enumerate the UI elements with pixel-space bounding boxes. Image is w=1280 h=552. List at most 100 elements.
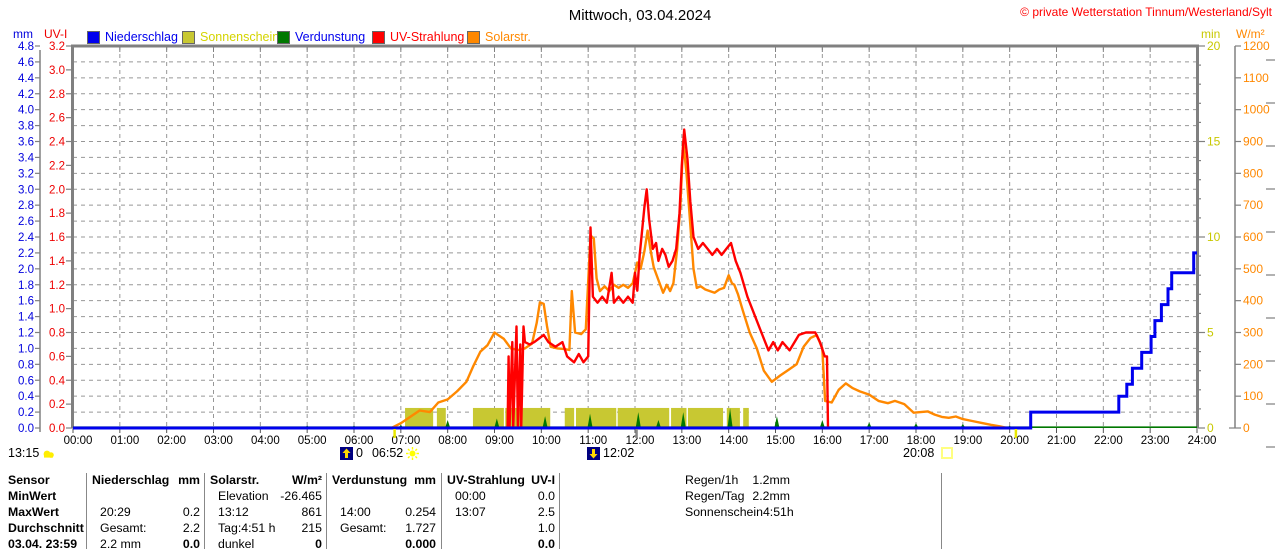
- culmination-time-label: 12:02: [603, 446, 635, 460]
- cell-label: 13:12: [218, 505, 249, 519]
- cell-label: Gesamt:: [100, 521, 147, 535]
- table-row: 13:07 2.5: [447, 504, 555, 520]
- cell-label: dunkel: [218, 537, 255, 551]
- sunrise-time-label: 06:52: [371, 446, 404, 460]
- axis-title-mm: mm: [13, 27, 33, 41]
- legend-label: Sonnenschein: [200, 30, 280, 44]
- legend-label: Verdunstung: [295, 30, 366, 44]
- cell-label: 14:00: [340, 505, 371, 519]
- cell-value: 2.2: [182, 521, 200, 535]
- axis-tick-label: 1.4: [49, 256, 66, 268]
- axis-tick-label: 24:00: [1188, 435, 1217, 447]
- legend-item-sonnenschein: Sonnenschein: [182, 30, 279, 44]
- column-title: UV-Strahlung: [447, 473, 525, 487]
- axis-tick-label: 5: [1207, 326, 1214, 340]
- cell-value: 0.0: [182, 537, 200, 551]
- axis-tick-label: 2.0: [18, 264, 34, 276]
- sonnenschein-swatch-icon: [182, 30, 195, 44]
- axis-title-uvi: UV-I: [44, 27, 68, 41]
- column-header: Solarstr. W/m²: [210, 472, 322, 488]
- series-sonnenschein: [405, 407, 749, 428]
- cell-label: 20:29: [100, 505, 131, 519]
- axis-tick-label: 19:00: [953, 435, 982, 447]
- solarstr-swatch-icon: [467, 30, 480, 44]
- moonrise-icon: [340, 446, 353, 460]
- legend-label: Niederschlag: [105, 30, 178, 44]
- plot-border: [71, 44, 1199, 428]
- axis-tick-label: 1200: [1243, 39, 1270, 53]
- axis-tick-label: 0.2: [18, 407, 34, 419]
- extra-row: Regen/Tag 2.2mm: [685, 488, 790, 504]
- axis-tick-label: 100: [1243, 389, 1263, 403]
- legend-item-solarstr: Solarstr.: [467, 30, 531, 44]
- axis-tick-label: 18:00: [907, 435, 936, 447]
- axis-tick-label: 4.0: [18, 105, 34, 117]
- column-title: Verdunstung: [332, 473, 408, 487]
- axis-tick-label: 17:00: [860, 435, 889, 447]
- current-time-marker: 13:15: [8, 446, 55, 460]
- cell-label: [447, 520, 455, 536]
- sensor-column-uvstrahlung: UV-Strahlung UV-I 00:00 0.0 13:07 2.5 1.0 0.0: [447, 472, 555, 552]
- legend-item-uv-strahlung: UV-Strahlung: [372, 30, 464, 44]
- extra-value: 2.2mm: [752, 489, 790, 503]
- table-row: 0.000: [332, 536, 436, 552]
- cell-value: 0.2: [182, 505, 200, 519]
- axis-tick-label: 2.6: [18, 216, 34, 228]
- axis-tick-label: 500: [1243, 262, 1263, 276]
- table-row: Gesamt: 1.727: [332, 520, 436, 536]
- sensor-label-column: Sensor MinWert MaxWert Durchschnitt 03.04. 2…: [8, 472, 84, 552]
- series-niederschlag: [73, 251, 1197, 430]
- axis-tick-label: 2.2: [18, 248, 34, 260]
- cell-value: 1.0: [537, 521, 555, 535]
- table-row: Tag:4:51 h 215: [210, 520, 322, 536]
- sunset-time-label: 20:08: [903, 446, 935, 460]
- axis-tick-label: 20: [1207, 39, 1221, 53]
- table-row: Elevation -26.465: [210, 488, 322, 504]
- extra-label: Regen/Tag: [685, 489, 745, 503]
- column-unit: UV-I: [531, 473, 555, 487]
- axis-tick-label: 600: [1243, 230, 1263, 244]
- axis-tick-label: 3.4: [18, 152, 35, 164]
- axis-tick-label: 1.4: [18, 312, 35, 324]
- axis-tick-label: 2.8: [49, 89, 65, 101]
- table-row: 00:00 0.0: [447, 488, 555, 504]
- axis-tick-label: 13:00: [672, 435, 701, 447]
- axis-tick-label: 700: [1243, 198, 1263, 212]
- culmination-marker: 12:02: [587, 446, 634, 460]
- axis-tick-label: 1.8: [18, 280, 34, 292]
- column-unit: mm: [414, 473, 436, 487]
- axis-tick-label: 0.2: [49, 399, 65, 411]
- table-row: 0.0: [447, 536, 555, 552]
- weather-chart: 0.0 0.2 0.4 0.6 0.8 1.0 1.2 1.4 1.6 1.8 2.0 2.2 2.4 2…: [18, 39, 1275, 448]
- axis-tick-label: 11:00: [579, 435, 607, 447]
- page-title: Mittwoch, 03.04.2024: [568, 7, 712, 24]
- axis-tick-label: 04:00: [251, 435, 280, 447]
- legend-item-niederschlag: Niederschlag: [87, 30, 178, 44]
- cell-label: [447, 536, 455, 552]
- axis-tick-label: 4.6: [18, 57, 34, 69]
- table-row: 2.2 mm 0.0: [92, 536, 200, 552]
- row-label: MinWert: [8, 489, 57, 503]
- axis-tick-label: 07:00: [391, 435, 420, 447]
- cell-value: 0.0: [537, 489, 555, 503]
- sun-culmination-icon: [587, 446, 600, 460]
- axis-tick-label: 0.0: [18, 423, 34, 435]
- axis-tick-label: 03:00: [204, 435, 233, 447]
- axis-tick-label: 4.8: [18, 41, 34, 53]
- axis-uvi: 0.0 0.2 0.4 0.6 0.8 1.0 1.2 1.4 1.6 1.8 2.0 2.2 2.4 2…: [49, 41, 72, 435]
- axis-mm: 0.0 0.2 0.4 0.6 0.8 1.0 1.2 1.4 1.6 1.8 2.0 2.2 2.4 2…: [18, 41, 41, 435]
- axis-tick-label: 4.2: [18, 89, 34, 101]
- axis-tick-label: 05:00: [298, 435, 327, 447]
- row-label: 03.04. 23:59: [8, 537, 78, 551]
- cell-label: Gesamt:: [340, 521, 387, 535]
- niederschlag-swatch-icon: [87, 30, 100, 44]
- axis-tick-label: 23:00: [1141, 435, 1170, 447]
- axis-tick-label: 0: [1207, 421, 1214, 435]
- axis-title-min: min: [1201, 27, 1221, 41]
- table-row: [92, 488, 200, 504]
- axis-tick-label: 1000: [1243, 103, 1270, 117]
- cell-label: [92, 488, 100, 504]
- axis-tick-label: 1100: [1243, 71, 1269, 85]
- extra-row: Sonnenschein 4:51h: [685, 504, 794, 520]
- uv-strahlung-swatch-icon: [372, 30, 385, 44]
